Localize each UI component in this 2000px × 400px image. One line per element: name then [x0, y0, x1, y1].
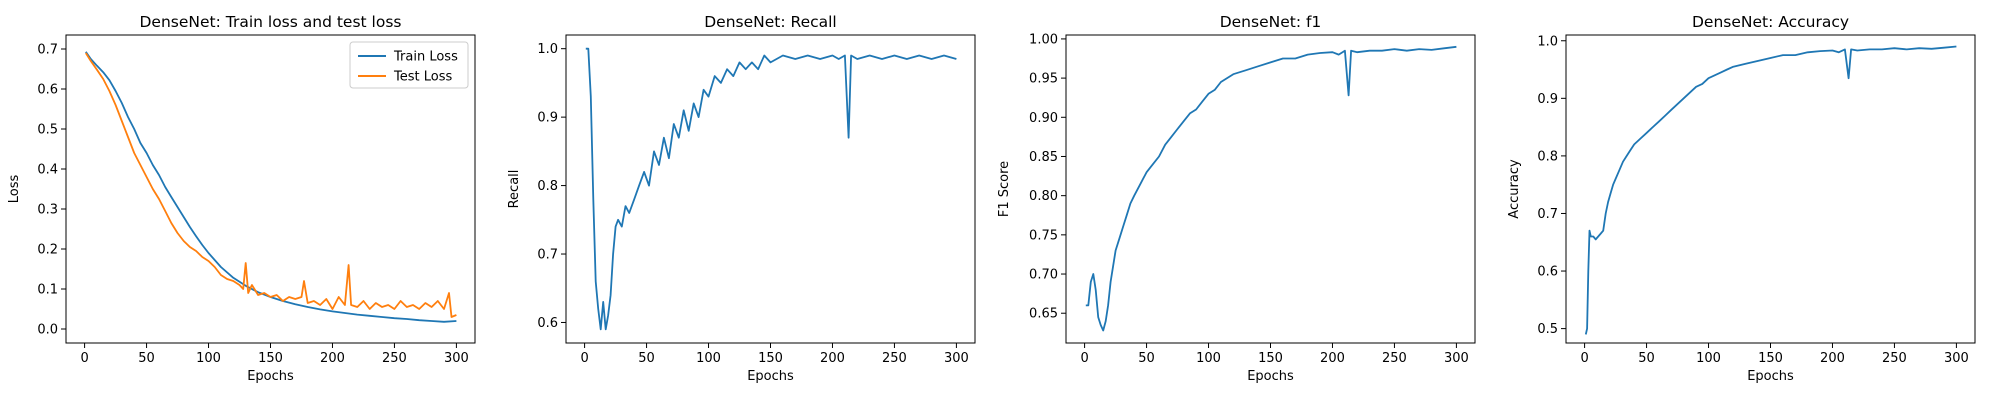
y-tick-label: 0.75 [1029, 228, 1058, 243]
y-tick-label: 0.4 [37, 163, 58, 178]
y-tick-label: 0.7 [1537, 207, 1558, 222]
y-tick-label: 0.3 [37, 203, 58, 218]
x-tick-label: 250 [882, 351, 907, 366]
y-tick-label: 0.90 [1029, 111, 1058, 126]
plot-frame [565, 34, 976, 344]
y-tick-label: 0.5 [1537, 322, 1558, 337]
y-tick-label: 0.9 [537, 111, 558, 126]
chart-title: DenseNet: f1 [1220, 13, 1322, 31]
y-axis-label: Loss [7, 175, 22, 204]
x-tick-label: 150 [1758, 351, 1783, 366]
x-tick-label: 200 [320, 351, 345, 366]
x-tick-label: 200 [1320, 351, 1345, 366]
y-tick-label: 0.65 [1029, 307, 1058, 322]
x-tick-label: 100 [1196, 351, 1221, 366]
x-tick-label: 100 [1696, 351, 1721, 366]
y-tick-label: 0.95 [1029, 72, 1058, 87]
legend-label: Test Loss [393, 70, 452, 85]
y-tick-label: 0.1 [37, 283, 58, 298]
x-tick-label: 150 [758, 351, 783, 366]
legend: Train Loss Test Loss [349, 41, 469, 89]
chart-panel-4: 0 50 100 150 200 250 300 0.5 0.6 0.7 0.8 0.9 1.0 Dens… [1507, 13, 1976, 384]
x-tick-label: 300 [444, 351, 469, 366]
y-tick-label: 0.7 [37, 43, 58, 58]
chart-panel-3: 0 50 100 150 200 250 300 0.65 0.70 0.75 0.80 0.85 0.… [997, 13, 1476, 384]
y-tick-label: 0.2 [37, 243, 58, 258]
x-tick-label: 0 [1580, 351, 1588, 366]
y-tick-label: 0.5 [37, 123, 58, 138]
x-tick-label: 150 [258, 351, 283, 366]
x-axis-label: Epochs [247, 369, 294, 384]
x-tick-label: 0 [1080, 351, 1088, 366]
x-tick-label: 300 [1444, 351, 1469, 366]
y-tick-label: 0.85 [1029, 150, 1058, 165]
x-tick-label: 250 [382, 351, 407, 366]
chart-title: DenseNet: Train loss and test loss [140, 13, 402, 31]
x-axis-label: Epochs [1747, 369, 1794, 384]
chart-panel-1: 0 50 100 150 200 250 300 0.0 0.1 0.2 0.3 0.4 0.5 0.6 0… [7, 13, 476, 384]
x-tick-label: 300 [944, 351, 969, 366]
plot-frame [1565, 34, 1976, 344]
x-tick-label: 250 [1882, 351, 1907, 366]
y-tick-label: 0.6 [537, 316, 558, 331]
x-axis-label: Epochs [1247, 369, 1294, 384]
y-tick-label: 0.7 [537, 248, 558, 263]
y-tick-label: 0.6 [1537, 265, 1558, 280]
y-tick-label: 1.0 [1537, 34, 1558, 49]
y-axis-label: Accuracy [1507, 159, 1522, 219]
x-tick-label: 300 [1944, 351, 1969, 366]
x-axis-label: Epochs [747, 369, 794, 384]
chart-panel-2: 0 50 100 150 200 250 300 0.6 0.7 0.8 0.9 1.0 DenseNe… [507, 13, 976, 384]
x-tick-label: 0 [80, 351, 88, 366]
x-tick-label: 50 [1638, 351, 1655, 366]
y-tick-label: 0.6 [37, 83, 58, 98]
y-tick-label: 0.8 [537, 179, 558, 194]
legend-label: Train Loss [393, 50, 458, 65]
y-tick-label: 1.0 [537, 42, 558, 57]
x-tick-label: 100 [196, 351, 221, 366]
y-tick-label: 0.70 [1029, 268, 1058, 283]
x-tick-label: 50 [138, 351, 155, 366]
y-axis-label: Recall [507, 170, 522, 209]
series-line-train-loss [85, 51, 457, 323]
x-tick-label: 100 [696, 351, 721, 366]
x-tick-label: 200 [820, 351, 845, 366]
y-tick-label: 0.8 [1537, 149, 1558, 164]
series-line-test-loss [85, 52, 457, 318]
x-tick-label: 150 [1258, 351, 1283, 366]
x-tick-label: 50 [1138, 351, 1155, 366]
series-line-data [585, 47, 957, 331]
x-tick-label: 50 [638, 351, 655, 366]
series-line-data [1085, 45, 1457, 332]
x-tick-label: 0 [580, 351, 588, 366]
y-tick-label: 0.9 [1537, 92, 1558, 107]
series-line-data [1584, 45, 1957, 335]
x-tick-label: 200 [1820, 351, 1845, 366]
y-tick-label: 0.0 [37, 323, 58, 338]
chart-title: DenseNet: Recall [704, 13, 837, 31]
y-tick-label: 0.80 [1029, 189, 1058, 204]
plot-frame [1065, 34, 1476, 344]
x-tick-label: 250 [1382, 351, 1407, 366]
y-axis-label: F1 Score [997, 161, 1012, 217]
chart-title: DenseNet: Accuracy [1692, 13, 1849, 31]
y-tick-label: 1.00 [1029, 32, 1058, 47]
